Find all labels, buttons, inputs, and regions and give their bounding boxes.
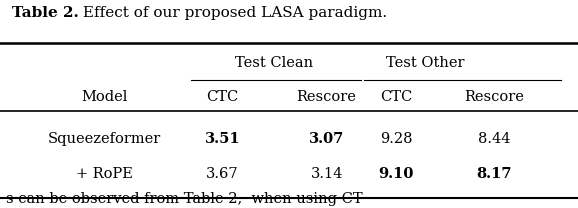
Text: 9.10: 9.10 xyxy=(378,167,414,181)
Text: Test Clean: Test Clean xyxy=(235,56,314,71)
Text: CTC: CTC xyxy=(380,90,412,104)
Text: 3.67: 3.67 xyxy=(206,167,239,181)
Text: 8.17: 8.17 xyxy=(476,167,512,181)
Text: 3.51: 3.51 xyxy=(205,132,240,146)
Text: + RoPE: + RoPE xyxy=(76,167,132,181)
Text: 9.28: 9.28 xyxy=(380,132,412,146)
Text: Squeezeformer: Squeezeformer xyxy=(47,132,161,146)
Text: s can be observed from Table 2,  when using CT: s can be observed from Table 2, when usi… xyxy=(6,192,362,206)
Text: Test Other: Test Other xyxy=(386,56,464,71)
Text: Rescore: Rescore xyxy=(297,90,357,104)
Text: CTC: CTC xyxy=(206,90,239,104)
Text: Model: Model xyxy=(81,90,127,104)
Text: Rescore: Rescore xyxy=(464,90,524,104)
Text: 8.44: 8.44 xyxy=(478,132,510,146)
Text: Effect of our proposed LASA paradigm.: Effect of our proposed LASA paradigm. xyxy=(78,6,387,20)
Text: Table 2.: Table 2. xyxy=(12,6,79,20)
Text: 3.14: 3.14 xyxy=(310,167,343,181)
Text: 3.07: 3.07 xyxy=(309,132,344,146)
